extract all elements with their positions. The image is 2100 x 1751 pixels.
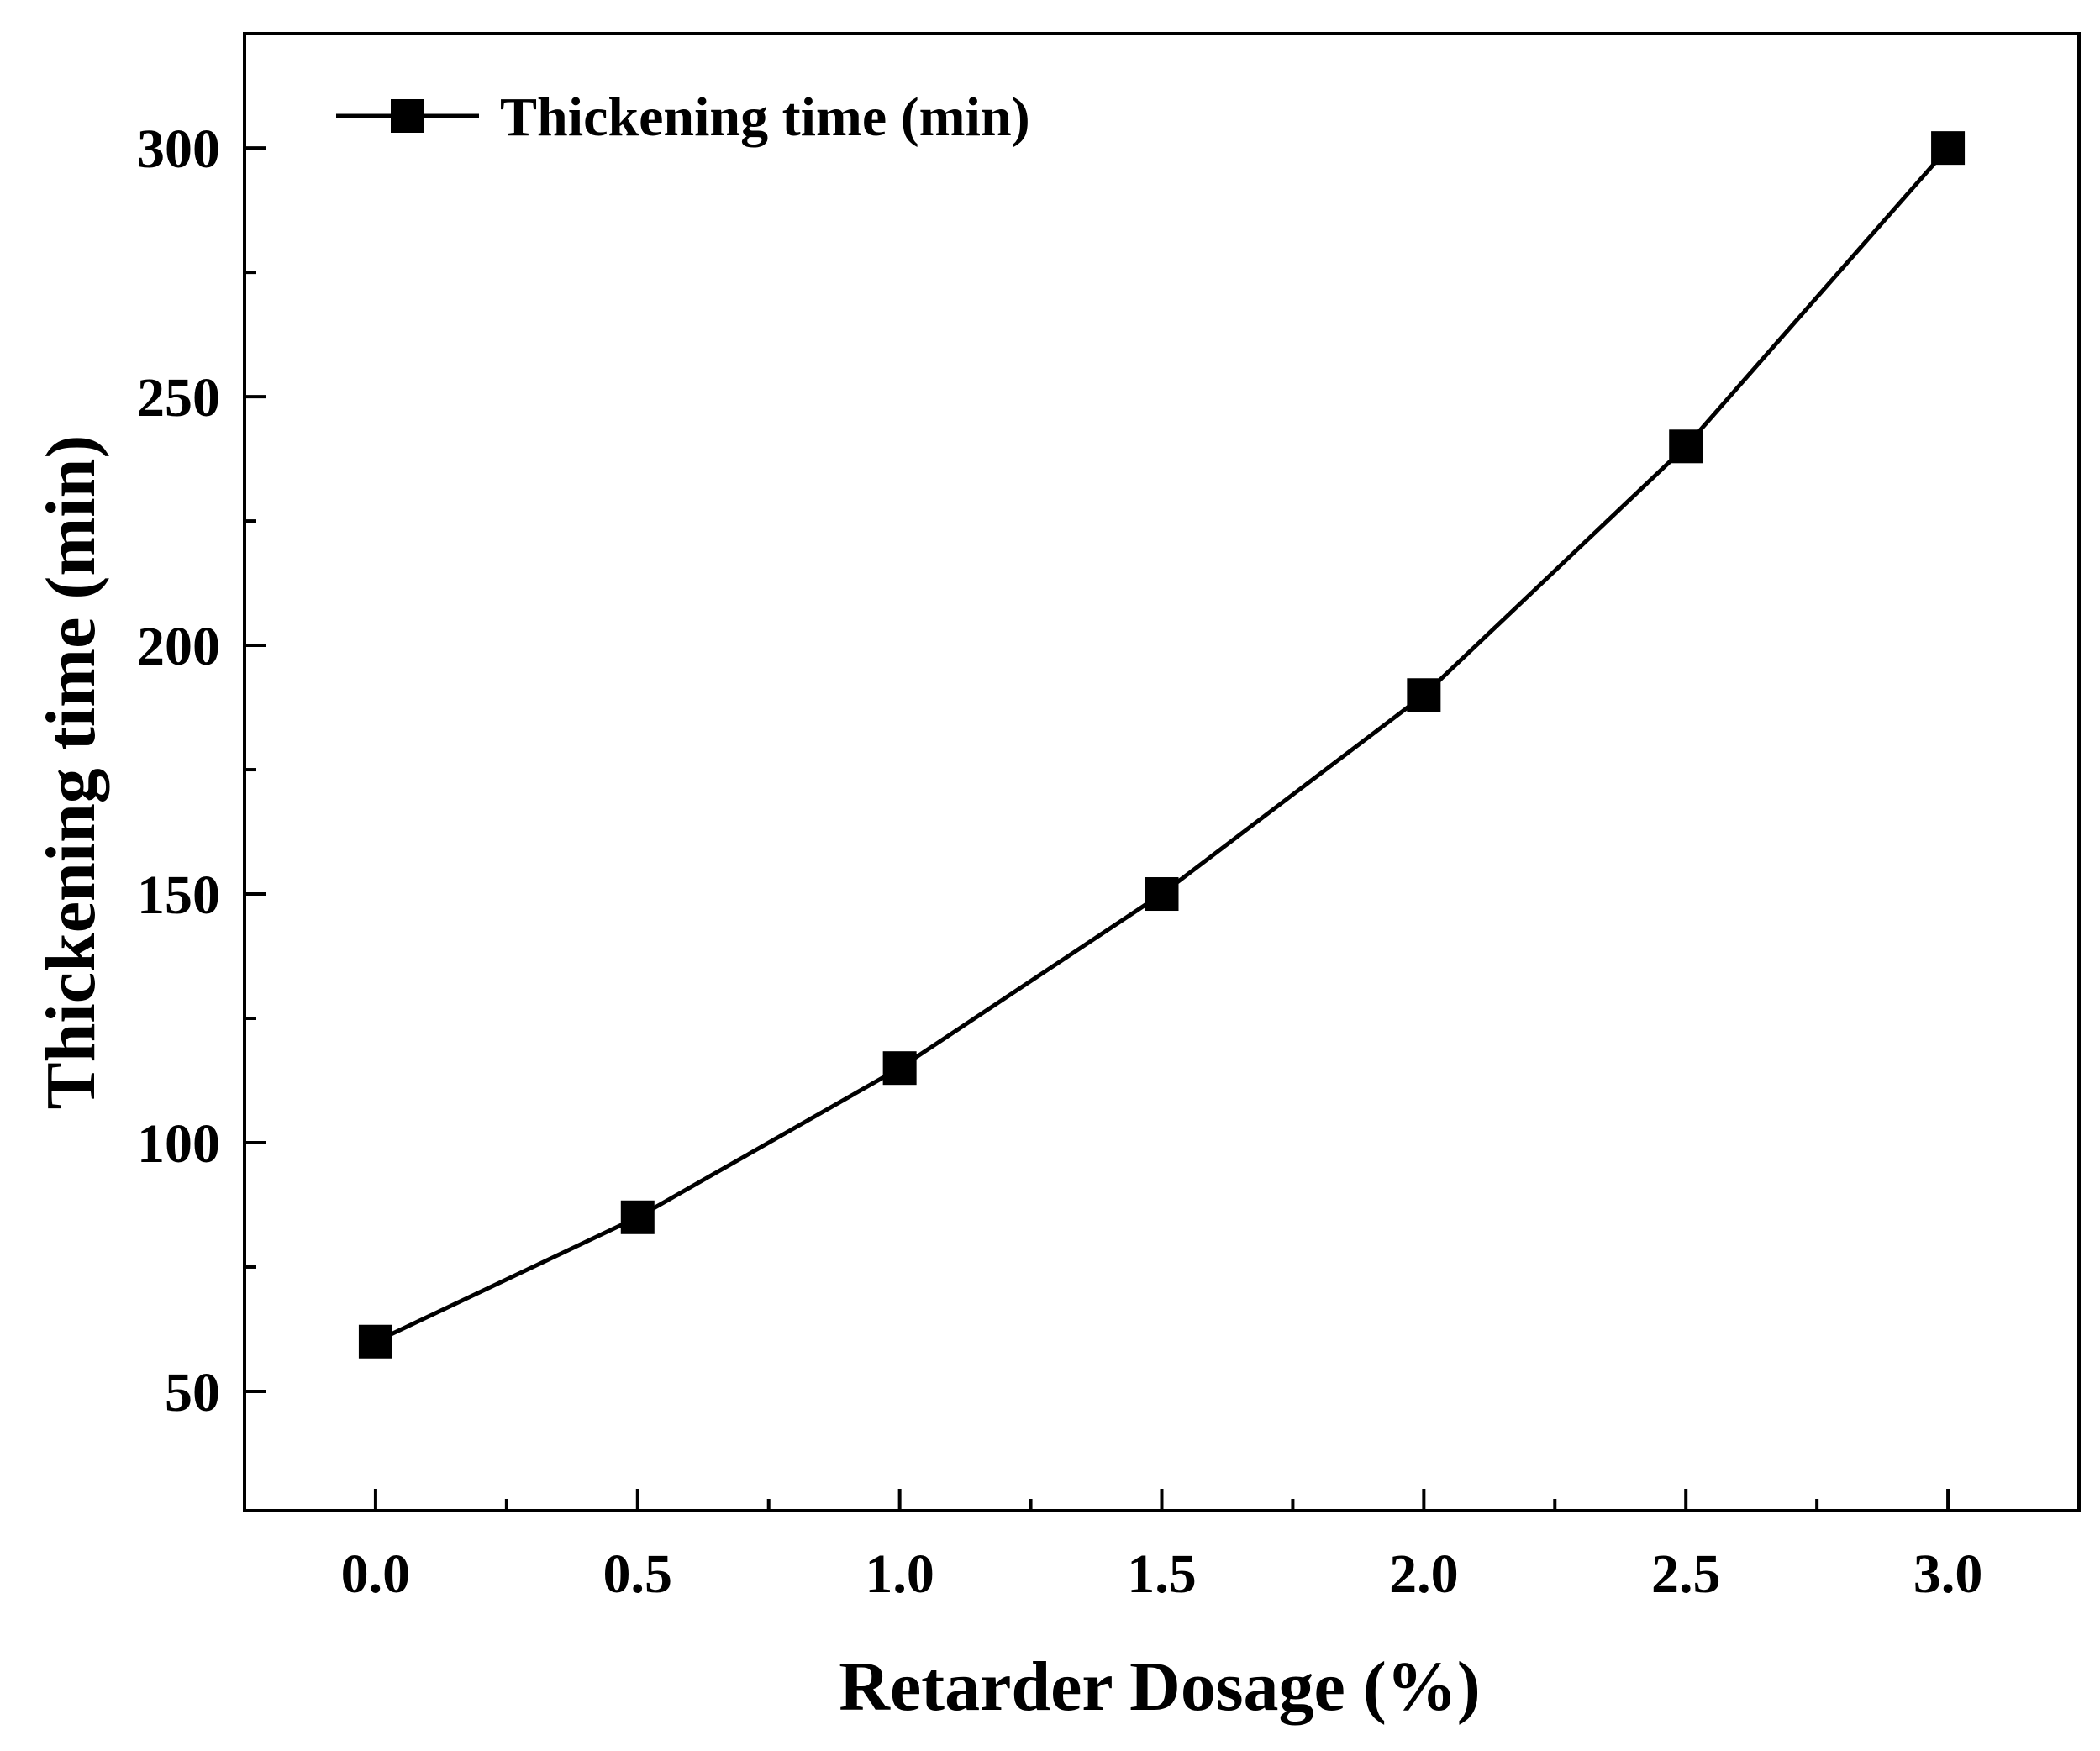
x-tick-label: 2.5 — [1651, 1543, 1721, 1605]
data-point-marker — [358, 1324, 392, 1359]
y-axis-title: Thickening time (min) — [32, 435, 110, 1110]
legend: Thickening time (min) — [336, 87, 1030, 148]
x-tick-label: 2.0 — [1389, 1543, 1459, 1605]
x-tick-label: 3.0 — [1913, 1543, 1983, 1605]
y-tick-label: 150 — [137, 865, 220, 926]
data-point-marker — [882, 1051, 917, 1086]
x-tick-label: 0.0 — [341, 1543, 411, 1605]
data-point-marker — [1145, 877, 1179, 912]
y-tick-label: 100 — [137, 1113, 220, 1175]
y-tick-label: 50 — [165, 1362, 220, 1423]
data-point-marker — [1407, 678, 1441, 712]
x-tick-label: 1.0 — [865, 1543, 934, 1605]
x-axis-title: Retarder Dosage (%) — [839, 1648, 1481, 1726]
series-layer — [358, 131, 1966, 1359]
y-tick-label: 250 — [137, 367, 220, 429]
legend-entry-label: Thickening time (min) — [500, 87, 1030, 148]
data-point-marker — [1669, 429, 1703, 464]
x-tick-label: 0.5 — [603, 1543, 673, 1605]
y-tick-label: 300 — [137, 118, 220, 180]
data-point-marker — [1931, 131, 1966, 166]
y-tick-label: 200 — [137, 616, 220, 677]
data-point-marker — [620, 1200, 655, 1234]
x-tick-label: 1.5 — [1127, 1543, 1197, 1605]
series-line — [374, 146, 1950, 1343]
legend-marker-square — [391, 99, 424, 133]
ticks-layer: 0.0 0.5 1.0 1.5 2.0 2.5 3.0 50 100 150 200 250 300 — [137, 118, 1982, 1605]
plot-frame — [243, 32, 2081, 1512]
